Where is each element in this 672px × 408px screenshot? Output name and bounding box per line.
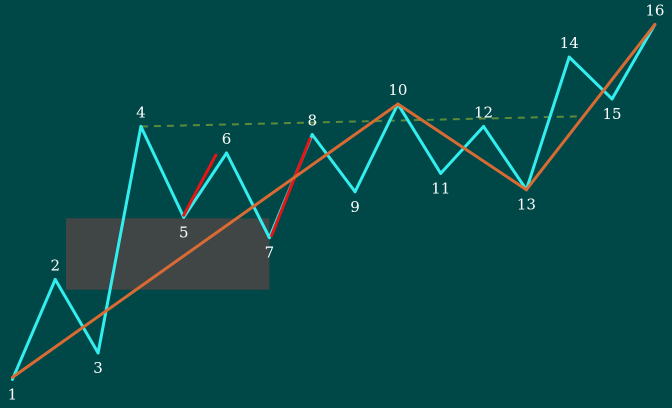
wave-segment xyxy=(225,151,271,240)
point-label: 3 xyxy=(93,359,103,377)
point-label: 5 xyxy=(179,223,189,241)
highlight-segment xyxy=(270,137,312,238)
wave-segment xyxy=(567,55,614,101)
highlight-layer xyxy=(182,137,312,238)
point-label: 1 xyxy=(8,385,18,403)
point-label: 12 xyxy=(474,103,493,121)
wave-segment xyxy=(610,22,657,101)
resistance-line xyxy=(140,115,583,128)
trend-layer xyxy=(10,22,657,379)
wave-segment xyxy=(439,124,486,175)
wave-segment xyxy=(353,102,400,194)
wave-segment xyxy=(53,277,100,355)
wave-segment xyxy=(482,124,528,192)
wave-segment xyxy=(182,151,229,219)
wave-segment xyxy=(96,124,143,355)
highlight-segment xyxy=(182,153,218,217)
point-label: 6 xyxy=(222,130,232,148)
wave-segment xyxy=(524,55,571,192)
point-label: 13 xyxy=(517,196,536,214)
point-label: 11 xyxy=(431,179,450,197)
point-label: 14 xyxy=(560,34,579,52)
zigzag-layer xyxy=(10,22,657,381)
zone-rect xyxy=(65,218,270,290)
trend-segment xyxy=(396,102,528,192)
resistance-layer xyxy=(140,115,583,128)
point-label: 15 xyxy=(602,105,621,123)
point-label: 9 xyxy=(350,198,360,216)
wave-segment xyxy=(310,133,357,194)
point-label: 10 xyxy=(388,81,407,99)
point-label: 16 xyxy=(645,1,664,19)
wave-segment xyxy=(10,277,57,381)
point-label: 2 xyxy=(50,256,60,274)
point-label: 8 xyxy=(307,112,317,130)
wave-segment xyxy=(139,124,186,219)
zone-layer xyxy=(65,218,270,290)
point-label: 4 xyxy=(136,103,146,121)
trend-segment xyxy=(524,22,657,192)
point-label: 7 xyxy=(265,244,275,262)
trend-segment xyxy=(10,102,400,379)
wave-segment xyxy=(396,102,443,175)
